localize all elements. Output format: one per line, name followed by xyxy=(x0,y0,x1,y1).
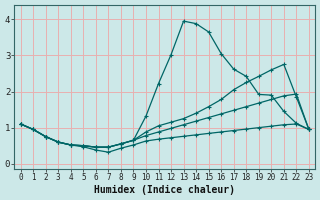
X-axis label: Humidex (Indice chaleur): Humidex (Indice chaleur) xyxy=(94,185,235,195)
